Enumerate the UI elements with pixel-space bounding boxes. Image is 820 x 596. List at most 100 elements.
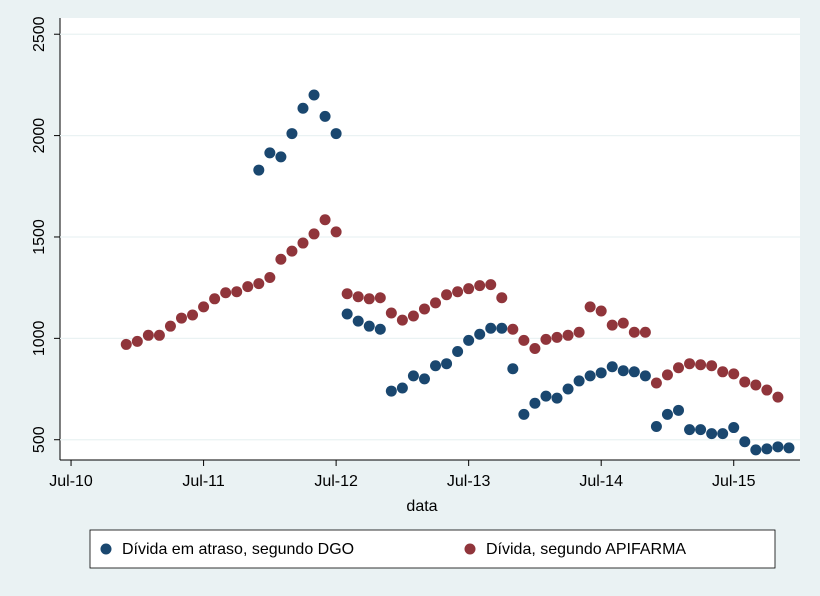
- point: [507, 363, 519, 375]
- point: [319, 110, 331, 122]
- point: [717, 428, 729, 440]
- point: [452, 346, 464, 358]
- point: [441, 358, 453, 370]
- point: [496, 292, 508, 304]
- legend-marker: [464, 543, 476, 555]
- point: [286, 245, 298, 257]
- point: [407, 310, 419, 322]
- point: [396, 382, 408, 394]
- point: [684, 424, 696, 436]
- point: [639, 370, 651, 382]
- x-tick-label: Jul-14: [579, 473, 623, 490]
- point: [617, 317, 629, 329]
- point: [142, 329, 154, 341]
- point: [485, 322, 497, 334]
- point: [418, 373, 430, 385]
- point: [518, 408, 530, 420]
- point: [396, 314, 408, 326]
- point: [330, 226, 342, 238]
- point: [761, 443, 773, 455]
- point: [661, 408, 673, 420]
- point: [551, 331, 563, 343]
- point: [606, 319, 618, 331]
- point: [385, 307, 397, 319]
- point: [385, 385, 397, 397]
- legend-label: Dívida, segundo APIFARMA: [486, 541, 686, 558]
- point: [595, 305, 607, 317]
- point: [628, 326, 640, 338]
- x-tick-label: Jul-13: [447, 473, 491, 490]
- point: [418, 303, 430, 315]
- y-tick-label: 1500: [31, 219, 48, 255]
- point: [253, 278, 265, 290]
- point: [187, 309, 199, 321]
- point: [673, 404, 685, 416]
- point: [430, 297, 442, 309]
- point: [728, 422, 740, 434]
- x-tick-label: Jul-11: [182, 473, 224, 490]
- point: [374, 323, 386, 335]
- point: [639, 326, 651, 338]
- point: [242, 281, 254, 293]
- point: [131, 335, 143, 347]
- point: [231, 286, 243, 298]
- point: [772, 441, 784, 453]
- point: [739, 436, 751, 448]
- point: [496, 322, 508, 334]
- y-tick-label: 2000: [31, 118, 48, 154]
- point: [529, 342, 541, 354]
- point: [120, 338, 132, 350]
- point: [772, 391, 784, 403]
- point: [551, 392, 563, 404]
- point: [319, 214, 331, 226]
- point: [330, 128, 342, 140]
- point: [286, 128, 298, 140]
- point: [518, 334, 530, 346]
- point: [374, 292, 386, 304]
- x-axis-label: data: [406, 498, 437, 515]
- point: [573, 326, 585, 338]
- x-tick-label: Jul-12: [314, 473, 358, 490]
- point: [164, 320, 176, 332]
- point: [650, 421, 662, 433]
- point: [584, 370, 596, 382]
- point: [153, 329, 165, 341]
- point: [584, 301, 596, 313]
- point: [562, 329, 574, 341]
- point: [452, 286, 464, 298]
- point: [297, 237, 309, 249]
- legend-label: Dívida em atraso, segundo DGO: [122, 541, 354, 558]
- point: [297, 102, 309, 114]
- point: [275, 151, 287, 163]
- point: [463, 283, 475, 295]
- point: [706, 428, 718, 440]
- point: [264, 272, 276, 284]
- point: [750, 379, 762, 391]
- point: [661, 369, 673, 381]
- point: [474, 328, 486, 340]
- point: [407, 370, 419, 382]
- legend-marker: [100, 543, 112, 555]
- point: [363, 293, 375, 305]
- point: [264, 147, 276, 159]
- y-tick-label: 1000: [31, 320, 48, 356]
- x-tick-label: Jul-10: [49, 473, 93, 490]
- point: [474, 280, 486, 292]
- point: [717, 366, 729, 378]
- point: [198, 301, 210, 313]
- point: [628, 366, 640, 378]
- point: [706, 360, 718, 372]
- point: [750, 444, 762, 456]
- point: [507, 323, 519, 335]
- point: [573, 375, 585, 387]
- point: [308, 89, 320, 101]
- point: [540, 333, 552, 345]
- point: [529, 397, 541, 409]
- point: [441, 289, 453, 301]
- point: [352, 291, 364, 303]
- point: [761, 384, 773, 396]
- point: [175, 312, 187, 324]
- point: [595, 367, 607, 379]
